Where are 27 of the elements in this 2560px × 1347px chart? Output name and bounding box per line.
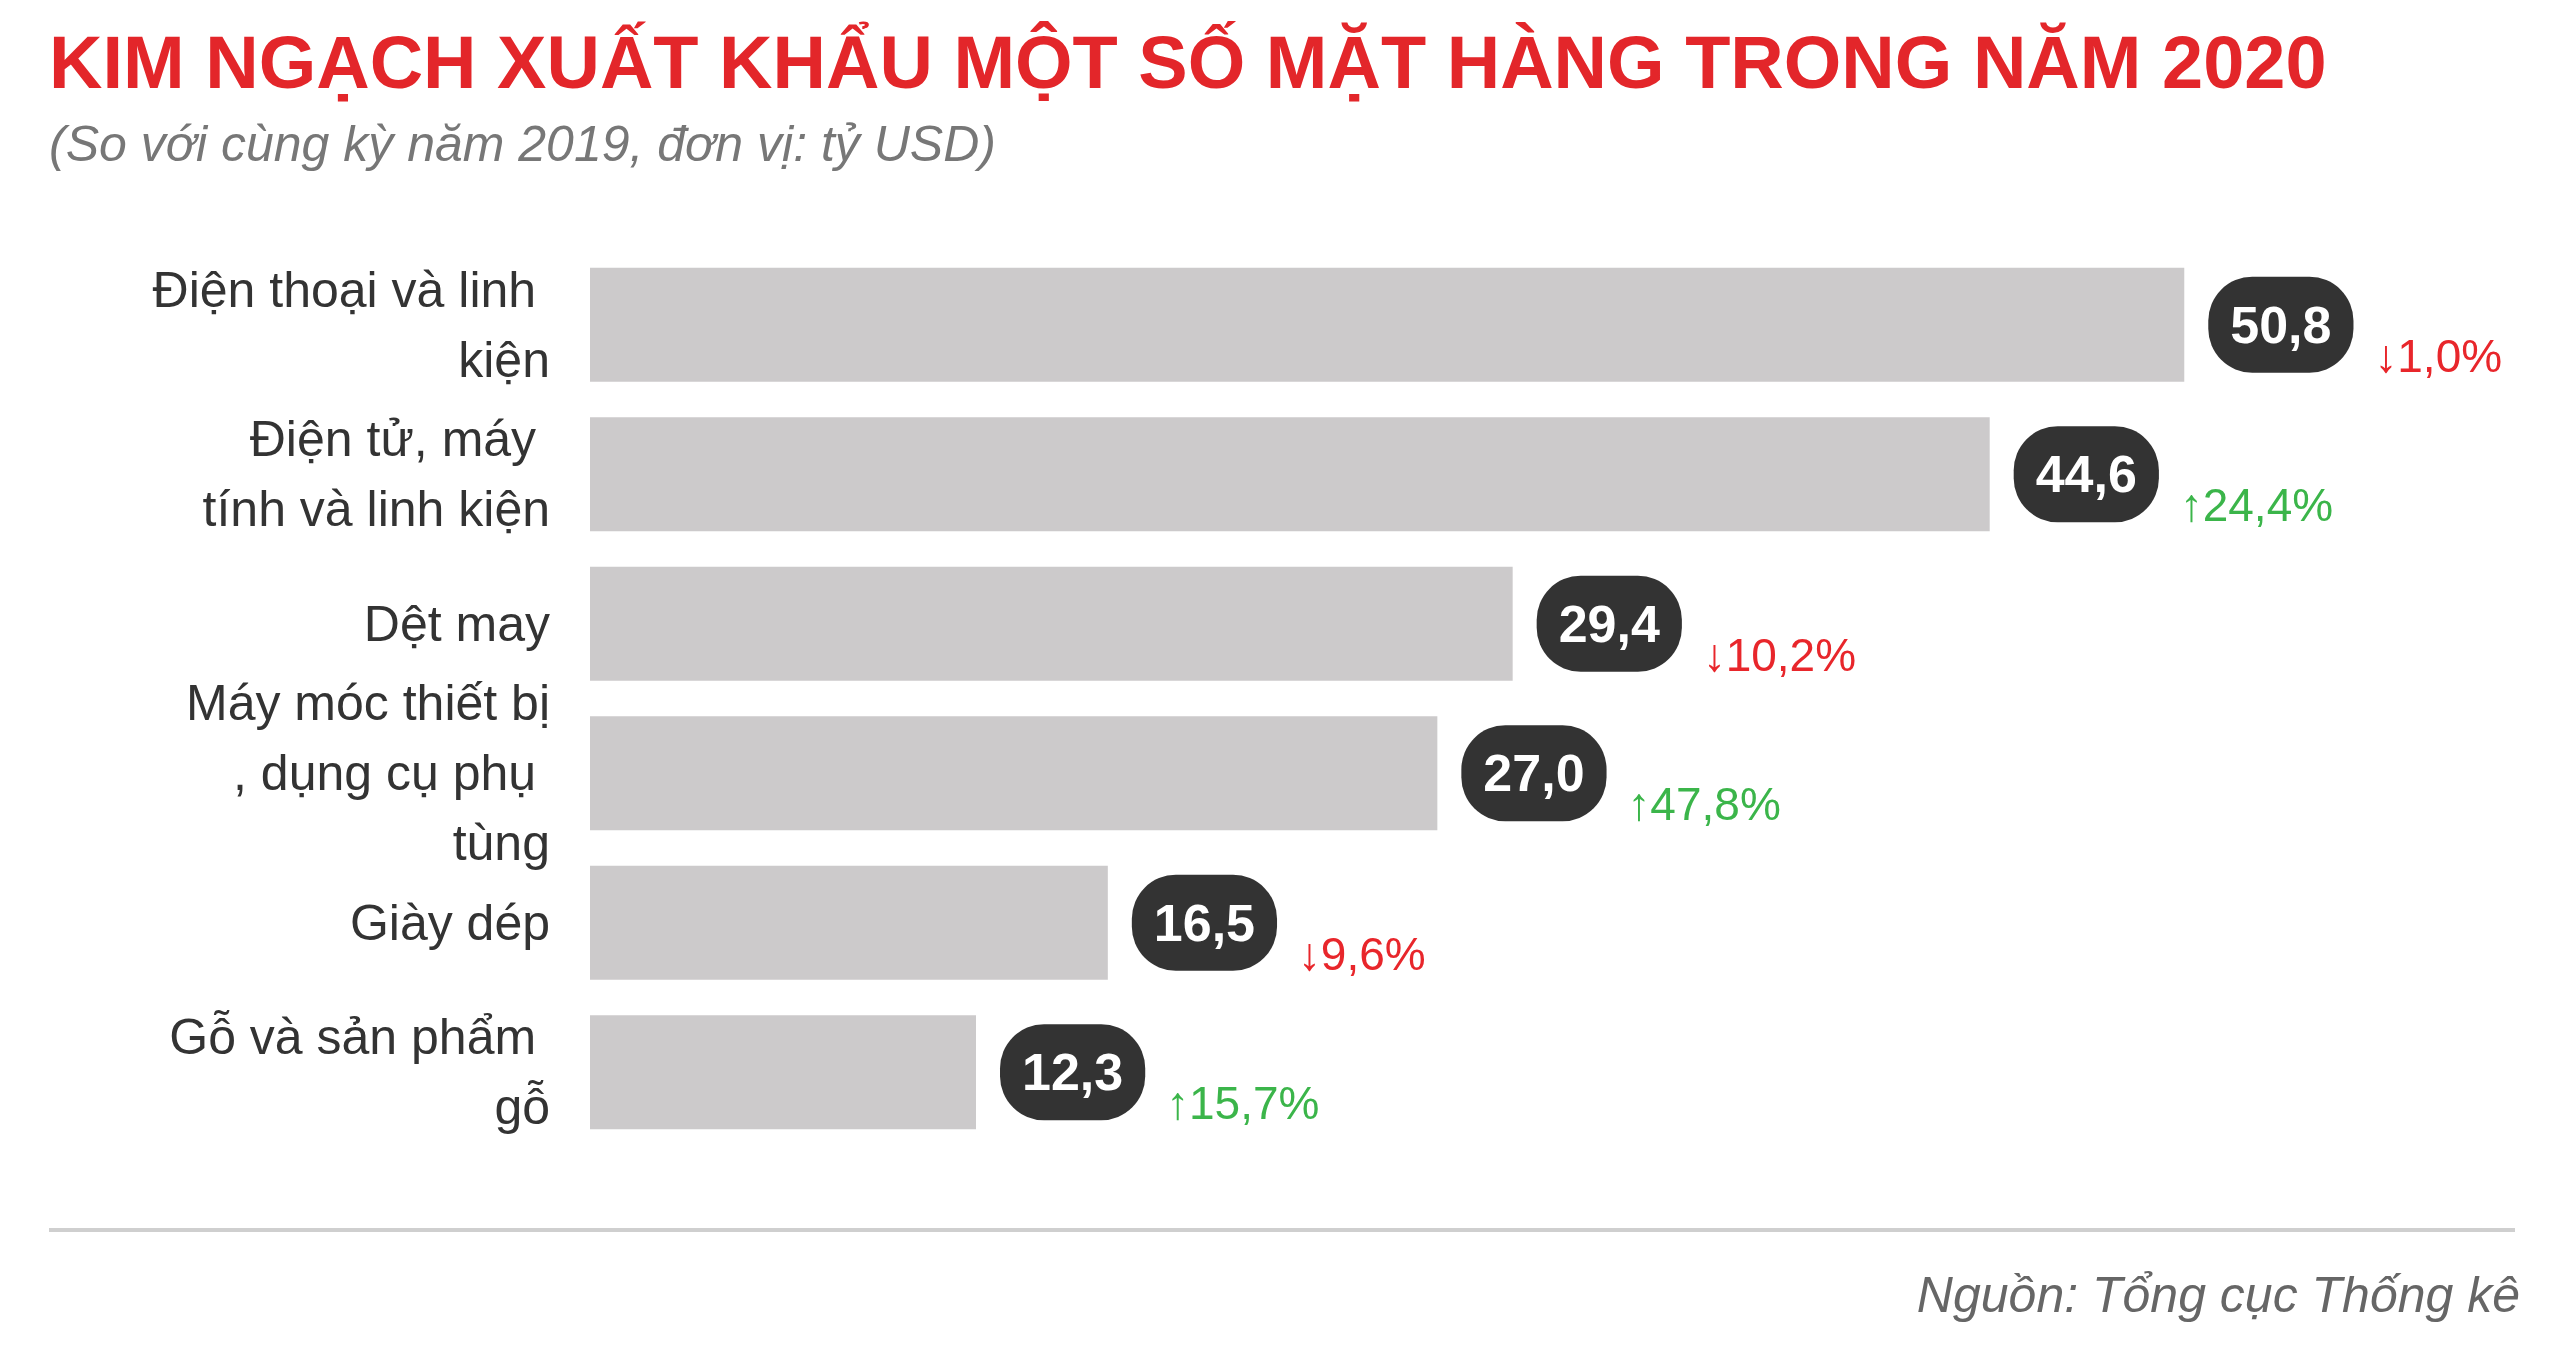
bar xyxy=(590,716,1438,831)
text: ↓1,0% xyxy=(2374,329,2503,382)
bar xyxy=(590,1015,977,1130)
y-tick-label: Điện tử, máy tính và linh kiện xyxy=(202,411,550,538)
y-tick-label: Dệt may xyxy=(363,595,550,652)
annotation: ↓10,2% xyxy=(1702,628,1857,681)
y-tick-label: Giày dép xyxy=(349,894,550,951)
y-tick-label: Gỗ và sản phẩm gỗ xyxy=(169,1009,550,1136)
y-tick-label: Máy móc thiết bị, dụng cụ phụ tùng xyxy=(185,675,550,872)
bar xyxy=(590,417,1990,532)
chart-subtitle: (So với cùng kỳ năm 2019, đơn vị: tỷ USD) xyxy=(49,116,996,172)
chart-title: KIM NGẠCH XUẤT KHẨU MỘT SỐ MẶT HÀNG TRONG NĂM 2020 xyxy=(49,20,2327,104)
text: Nguồn: Tổng cục Thống kê xyxy=(1916,1267,2521,1323)
bar xyxy=(590,267,2185,382)
data-label: 50,8 xyxy=(2230,295,2332,354)
annotation: ↑15,7% xyxy=(1166,1077,1320,1130)
data-label: 44,6 xyxy=(2035,445,2137,504)
data-label: 29,4 xyxy=(1558,594,1660,653)
bar xyxy=(590,865,1108,980)
bar xyxy=(590,566,1513,681)
annotation: ↓9,6% xyxy=(1297,927,1426,980)
annotation: ↑47,8% xyxy=(1627,778,1781,831)
data-label: 27,0 xyxy=(1483,744,1585,803)
y-tick-label: Điện thoại và linh kiện xyxy=(152,261,550,388)
data-label: 16,5 xyxy=(1153,893,1256,952)
data-label: 12,3 xyxy=(1022,1043,1124,1102)
annotation: ↑24,4% xyxy=(2179,479,2334,532)
